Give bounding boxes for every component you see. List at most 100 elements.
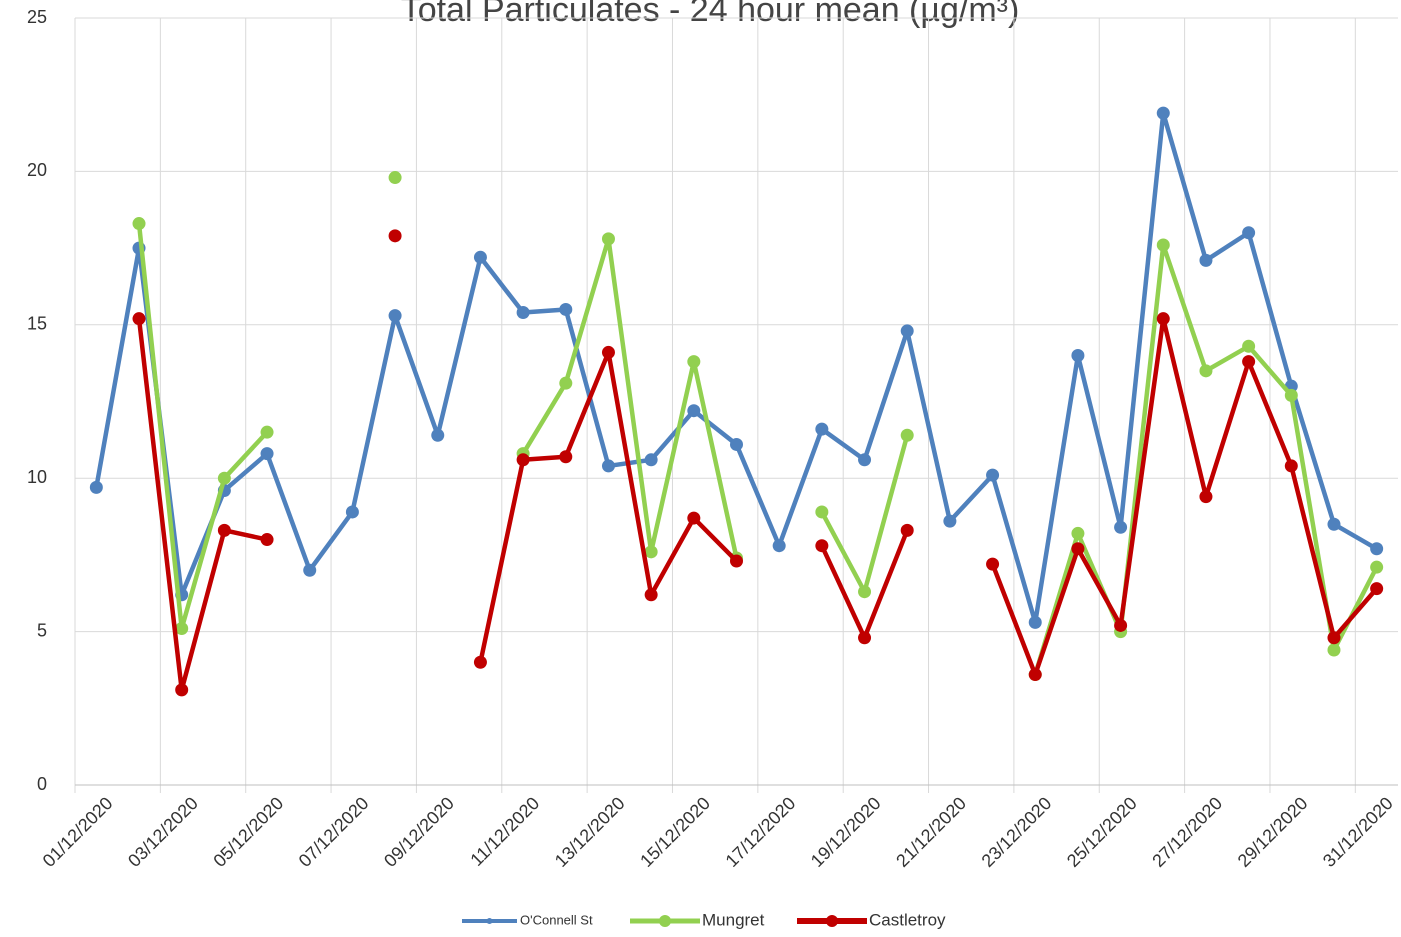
point: [815, 505, 829, 519]
point: [260, 425, 274, 439]
point: [559, 450, 573, 464]
point: [730, 437, 743, 451]
point: [260, 533, 274, 547]
point: [986, 557, 1000, 571]
point: [1199, 253, 1213, 267]
point: [1156, 312, 1170, 326]
series-line: [136, 223, 1379, 676]
point: [1370, 560, 1384, 574]
legend-label: Castletroy: [869, 910, 946, 929]
x-tick-label: 13/12/2020: [551, 793, 629, 871]
x-tick-label: 01/12/2020: [39, 793, 117, 871]
point: [1242, 355, 1256, 369]
x-tick-label: 15/12/2020: [636, 793, 714, 871]
point: [388, 309, 402, 323]
point: [559, 376, 573, 390]
point: [1114, 618, 1128, 632]
y-tick-label: 25: [27, 7, 47, 27]
point: [1242, 226, 1256, 240]
point: [516, 453, 530, 467]
point: [986, 468, 1000, 482]
point: [132, 312, 146, 326]
point: [431, 428, 445, 442]
chart-title: Total Particulates - 24 hour mean (µg/m³…: [401, 0, 1020, 29]
legend-label: Mungret: [702, 910, 765, 929]
point: [516, 306, 530, 320]
point: [1327, 643, 1341, 657]
point: [858, 453, 872, 467]
x-tick-label: 23/12/2020: [978, 793, 1056, 871]
y-tick-label: 0: [37, 774, 47, 794]
point: [1327, 517, 1341, 531]
y-tick-label: 10: [27, 467, 47, 487]
point: [175, 683, 189, 697]
point: [473, 655, 487, 669]
point: [1199, 490, 1213, 504]
point: [1028, 615, 1042, 629]
point: [815, 539, 829, 553]
point: [1071, 526, 1085, 540]
x-tick-label: 11/12/2020: [466, 793, 543, 870]
point: [1071, 542, 1085, 556]
point: [730, 554, 743, 568]
y-tick-label: 5: [37, 620, 47, 640]
point: [1114, 520, 1128, 534]
point: [303, 563, 317, 577]
x-tick-label: 19/12/2020: [807, 793, 885, 871]
point: [601, 232, 615, 246]
point: [388, 171, 402, 185]
point: [900, 523, 914, 537]
point: [1284, 459, 1298, 473]
point: [601, 345, 615, 359]
point: [1284, 388, 1298, 402]
point: [175, 622, 189, 636]
x-tick-label: 25/12/2020: [1063, 793, 1141, 871]
point: [644, 588, 658, 602]
point: [217, 523, 231, 537]
x-tick-label: 17/12/2020: [722, 793, 800, 871]
point: [644, 545, 658, 559]
point: [260, 447, 274, 461]
point: [858, 585, 872, 599]
point: [1242, 339, 1256, 353]
point: [1199, 364, 1213, 378]
point: [1071, 348, 1085, 362]
point: [858, 631, 872, 645]
legend-marker: [659, 915, 671, 927]
x-tick-label: 09/12/2020: [380, 793, 458, 871]
point: [1156, 238, 1170, 252]
x-tick-label: 07/12/2020: [295, 793, 373, 871]
point: [601, 459, 615, 473]
point: [1156, 106, 1170, 120]
point: [1028, 668, 1042, 682]
point: [559, 302, 573, 316]
point: [89, 480, 103, 494]
x-tick-label: 21/12/2020: [892, 793, 970, 871]
x-tick-label: 27/12/2020: [1148, 793, 1226, 871]
y-tick-label: 15: [27, 314, 47, 334]
point: [943, 514, 957, 528]
legend-label: O'Connell St: [520, 912, 593, 927]
legend-marker: [486, 918, 493, 924]
point: [132, 217, 146, 231]
point: [388, 229, 402, 243]
x-tick-label: 03/12/2020: [124, 793, 202, 871]
y-tick-label: 20: [27, 160, 47, 180]
point: [1370, 582, 1384, 596]
grid: [74, 17, 1398, 793]
point: [217, 471, 231, 485]
point: [687, 404, 701, 418]
point: [687, 511, 701, 525]
point: [815, 422, 829, 436]
x-tick-label: 29/12/2020: [1234, 793, 1312, 871]
x-tick-label: 05/12/2020: [209, 793, 287, 871]
legend-marker: [826, 915, 838, 927]
point: [473, 250, 487, 264]
point: [900, 428, 914, 442]
x-tick-label: 31/12/2020: [1319, 793, 1397, 871]
point: [900, 324, 914, 338]
point: [687, 355, 701, 369]
point: [345, 505, 359, 519]
point: [1327, 631, 1341, 645]
